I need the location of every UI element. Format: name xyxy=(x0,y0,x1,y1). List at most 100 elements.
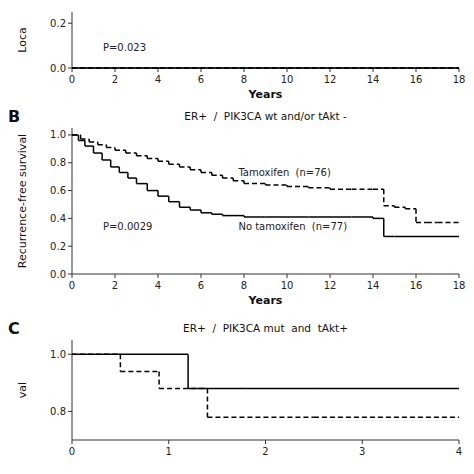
x-tick xyxy=(72,274,73,278)
step-segment xyxy=(201,212,212,214)
x-tick-label: 1 xyxy=(166,446,172,457)
step-segment xyxy=(72,134,78,136)
annotation: P=0.0029 xyxy=(103,221,152,232)
step-segment xyxy=(158,195,169,197)
step-segment xyxy=(119,172,128,174)
x-tick-label: 4 xyxy=(456,446,462,457)
y-tick-label: 0.0 xyxy=(50,63,66,74)
step-segment xyxy=(159,388,207,390)
x-tick-label: 18 xyxy=(453,280,466,291)
y-axis-label: Recurrence-free survival xyxy=(16,134,29,268)
step-segment xyxy=(233,180,244,182)
title: ER+ / PIK3CA wt and/or tAkt - xyxy=(184,110,347,122)
x-tick-label: 0 xyxy=(69,280,75,291)
step-segment xyxy=(416,222,427,224)
x-tick xyxy=(265,440,266,444)
x-tick xyxy=(459,440,460,444)
y-tick xyxy=(68,134,72,135)
x-tick xyxy=(72,440,73,444)
panel: 0246810121416180.00.20.40.60.81.0Tamoxif… xyxy=(8,107,465,307)
step-segment xyxy=(212,175,223,177)
x-tick-label: 2 xyxy=(262,446,268,457)
step-segment xyxy=(169,163,180,165)
y-tick xyxy=(68,162,72,163)
x-tick-label: 12 xyxy=(324,74,337,85)
step-segment xyxy=(266,216,288,218)
x-tick-label: 4 xyxy=(155,74,161,85)
step-segment xyxy=(223,177,234,179)
plot-area xyxy=(72,68,459,69)
y-tick xyxy=(68,68,72,69)
title: ER+ / PIK3CA mut and tAkt+ xyxy=(183,322,348,334)
step-segment xyxy=(207,416,313,418)
step-segment xyxy=(438,222,460,224)
y-axis-line xyxy=(72,12,73,68)
step-segment xyxy=(384,236,395,238)
x-tick xyxy=(373,274,374,278)
x-tick xyxy=(459,274,460,278)
step-segment xyxy=(395,236,460,238)
y-tick xyxy=(68,354,72,355)
x-tick-label: 2 xyxy=(112,280,118,291)
x-tick xyxy=(330,274,331,278)
step-segment xyxy=(266,184,288,186)
step-segment xyxy=(78,140,84,142)
y-tick xyxy=(68,274,72,275)
step-riser xyxy=(120,354,459,417)
step-segment xyxy=(330,216,352,218)
x-tick-label: 12 xyxy=(324,280,337,291)
x-axis-line xyxy=(72,68,459,69)
step-segment xyxy=(102,159,111,161)
y-axis-label: Loca xyxy=(16,27,29,52)
step-segment xyxy=(89,141,98,143)
x-tick-label: 16 xyxy=(410,280,423,291)
y-tick-label: 0.0 xyxy=(50,269,66,280)
x-tick xyxy=(115,274,116,278)
step-segment xyxy=(384,205,395,207)
x-tick-label: 6 xyxy=(198,74,204,85)
x-axis-line xyxy=(72,274,459,275)
step-segment xyxy=(180,166,191,168)
x-tick-label: 8 xyxy=(241,74,247,85)
step-segment xyxy=(115,149,126,151)
x-tick-label: 16 xyxy=(410,74,423,85)
x-tick-label: 6 xyxy=(198,280,204,291)
x-tick xyxy=(244,274,245,278)
step-segment xyxy=(137,155,148,157)
line xyxy=(72,67,459,69)
step-segment xyxy=(158,161,169,163)
step-segment xyxy=(395,207,406,209)
panel-label: B xyxy=(8,107,20,126)
x-tick-label: 0 xyxy=(69,446,75,457)
x-tick xyxy=(287,274,288,278)
step-segment xyxy=(147,158,158,160)
step-segment xyxy=(212,213,223,215)
x-tick-label: 14 xyxy=(367,280,380,291)
step-segment xyxy=(126,152,137,154)
line xyxy=(72,67,459,69)
x-tick-label: 18 xyxy=(453,74,466,85)
step-segment xyxy=(72,354,120,356)
x-tick xyxy=(362,440,363,444)
y-tick-label: 0.4 xyxy=(50,213,66,224)
x-tick-label: 4 xyxy=(155,280,161,291)
x-tick xyxy=(158,274,159,278)
x-tick-label: 14 xyxy=(367,74,380,85)
step-segment xyxy=(120,371,159,373)
step-segment xyxy=(309,187,331,189)
x-tick-label: 8 xyxy=(241,280,247,291)
y-tick-label: 0.2 xyxy=(50,241,66,252)
step-segment xyxy=(244,216,266,218)
y-axis-label: val xyxy=(16,382,29,398)
x-axis-label: Years xyxy=(248,294,283,307)
step-segment xyxy=(287,216,309,218)
plot-area xyxy=(72,354,459,417)
x-axis-label: Years xyxy=(248,88,283,101)
y-tick-label: 1.0 xyxy=(50,129,66,140)
y-tick-label: 0.6 xyxy=(50,185,66,196)
step-segment xyxy=(309,216,331,218)
x-tick-label: 10 xyxy=(281,74,294,85)
panel: 012340.81.0ER+ / PIK3CA mut and tAkt+Cva… xyxy=(8,319,462,457)
step-segment xyxy=(147,190,158,192)
x-tick-label: 10 xyxy=(281,280,294,291)
